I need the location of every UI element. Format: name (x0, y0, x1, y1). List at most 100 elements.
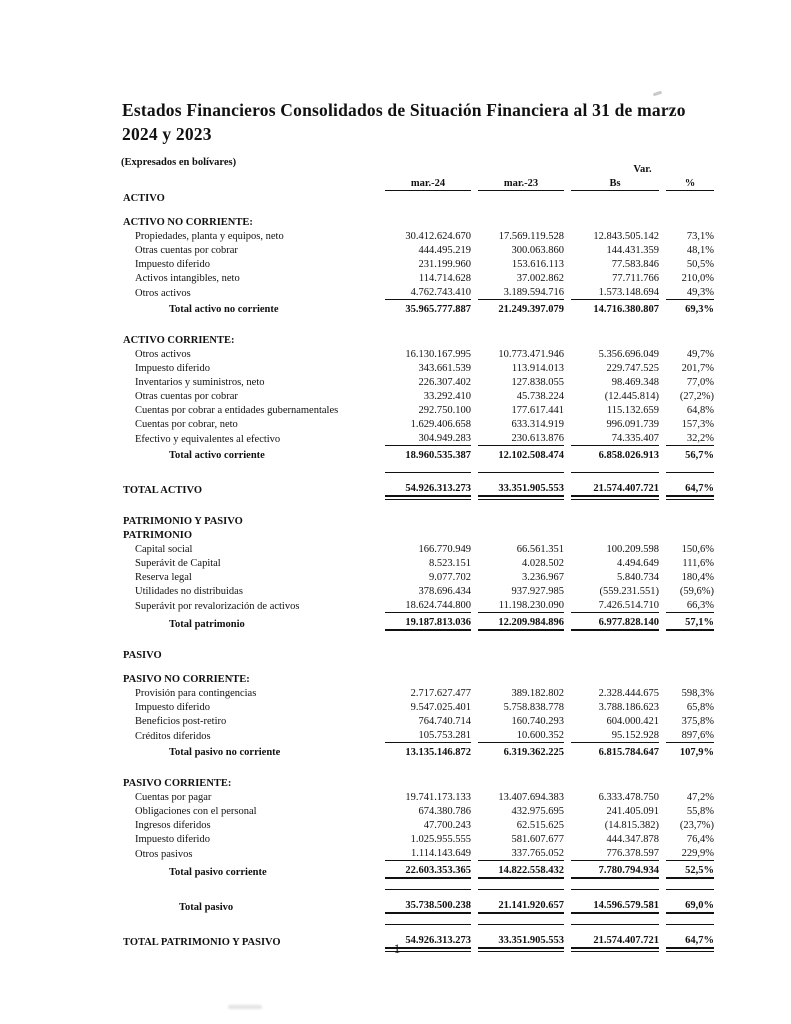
row-value: 65,8% (686, 701, 714, 713)
row-value: 4.762.743.410 (385, 285, 471, 300)
row-value: 18.624.744.800 (385, 598, 471, 613)
row-value: 764.740.714 (418, 715, 472, 727)
table-row: Ingresos diferidos 47.700.243 62.515.625 (1… (123, 818, 714, 832)
row-value: 17.569.119.528 (498, 230, 564, 242)
row-label: PATRIMONIO (123, 529, 193, 541)
row-value: 114.714.628 (418, 272, 471, 284)
row-value: 1.629.406.658 (410, 418, 471, 430)
row-value: 22.603.353.365 (385, 861, 471, 879)
row-value: 180,4% (681, 571, 714, 583)
row-value: 113.914.013 (511, 362, 564, 374)
table-row: Superávit por revalorización de activos 1… (123, 598, 714, 613)
row-label: ACTIVO NO CORRIENTE: (123, 216, 253, 228)
row-value: 30.412.624.670 (405, 230, 471, 242)
spacer-row (123, 662, 714, 672)
spacer-row (123, 316, 714, 333)
row-value: 16.130.167.995 (405, 348, 471, 360)
table-row: Otros activos 16.130.167.995 10.773.471.94… (123, 347, 714, 361)
financial-table-body: ACTIVO ACTIVO NO CORRIENTE: Propiedades, p… (123, 191, 714, 952)
row-value: 153.616.113 (511, 258, 564, 270)
spacer-cell (123, 497, 714, 514)
row-value: 581.607.677 (511, 833, 565, 845)
row-value: 66,3% (666, 598, 714, 613)
row-value: 4.028.502 (522, 557, 564, 569)
row-label: Provisión para contingencias (135, 687, 257, 699)
row-value: 98.469.348 (611, 376, 659, 388)
page-title: Estados Financieros Consolidados de Situ… (122, 99, 686, 144)
row-value: 9.077.702 (429, 571, 471, 583)
row-value: 14.822.558.432 (478, 861, 564, 879)
table-row: Impuesto diferido 343.661.539 113.914.013 2… (123, 361, 714, 375)
row-value (385, 333, 471, 347)
column-header-row: mar.-24 mar.-23 Bs % (123, 176, 714, 191)
table-row: Cuentas por cobrar a entidades gubername… (123, 403, 714, 417)
row-label: Superávit de Capital (135, 557, 221, 569)
row-label: Beneficios post-retiro (135, 715, 227, 727)
row-value: 201,7% (681, 362, 714, 374)
row-value (385, 191, 471, 205)
row-value: 54.926.313.273 (385, 924, 471, 952)
table-row: Total pasivo corriente 22.603.353.365 14.8… (123, 861, 714, 879)
row-label: Ingresos diferidos (135, 819, 211, 831)
table-row: TOTAL PATRIMONIO Y PASIVO 54.926.313.273 3… (123, 924, 714, 952)
table-row: TOTAL ACTIVO 54.926.313.273 33.351.905.553… (123, 472, 714, 500)
row-value: (14.815.382) (604, 819, 659, 831)
row-value: 105.753.281 (385, 728, 471, 743)
row-value: 32,2% (666, 431, 714, 446)
spacer-cell (123, 914, 714, 924)
row-value (478, 528, 564, 542)
row-value: 674.380.786 (418, 805, 472, 817)
row-value (666, 648, 714, 662)
spacer-cell (123, 205, 714, 215)
row-value: 35.965.777.887 (405, 303, 471, 315)
row-value (478, 648, 564, 662)
table-row: Créditos diferidos 105.753.281 10.600.352 9… (123, 728, 714, 743)
row-value (478, 672, 564, 686)
row-value: 776.378.597 (571, 846, 659, 861)
currency-note: (Expresados en bolívares) (121, 157, 237, 168)
spacer-cell (123, 462, 714, 472)
scan-artifact-icon (228, 1005, 262, 1009)
row-value: 177.617.441 (511, 404, 565, 416)
row-label: Otros pasivos (135, 848, 193, 860)
row-value: 343.661.539 (418, 362, 472, 374)
table-row: PASIVO NO CORRIENTE: (123, 672, 714, 686)
row-value: 76,4% (686, 833, 714, 845)
row-value (571, 648, 659, 662)
row-value (571, 776, 659, 790)
row-label: Impuesto diferido (135, 701, 210, 713)
row-value: 56,7% (685, 449, 714, 461)
row-value: 157,3% (681, 418, 714, 430)
row-value (478, 776, 564, 790)
spacer-cell (123, 759, 714, 776)
row-value: 52,5% (666, 861, 714, 879)
header-spacer-cell (123, 163, 378, 176)
row-label: Impuesto diferido (135, 833, 210, 845)
row-value: 19.187.813.036 (385, 613, 471, 631)
row-value (666, 333, 714, 347)
row-value: 604.000.421 (606, 715, 660, 727)
row-value: 73,1% (686, 230, 714, 242)
row-label: Cuentas por cobrar a entidades gubername… (135, 404, 339, 416)
row-value: (27,2%) (679, 390, 714, 402)
row-value: 100.209.598 (606, 543, 660, 555)
table-row: Impuesto diferido 1.025.955.555 581.607.67… (123, 832, 714, 846)
row-value: 5.758.838.778 (503, 701, 564, 713)
row-label: TOTAL ACTIVO (123, 484, 203, 496)
row-value (385, 776, 471, 790)
row-value: 33.351.905.553 (478, 472, 564, 500)
row-value (666, 528, 714, 542)
row-label: Otros activos (135, 348, 191, 360)
row-value: 21.249.397.079 (498, 303, 564, 315)
row-value: 21.141.920.657 (478, 889, 564, 914)
row-value: 10.600.352 (478, 728, 564, 743)
row-value: 77.583.846 (611, 258, 659, 270)
table-row: Otras cuentas por cobrar 444.495.219 300.0… (123, 243, 714, 257)
row-value: 6.333.478.750 (598, 791, 659, 803)
row-value: 12.209.984.896 (478, 613, 564, 631)
spacer-row (123, 879, 714, 889)
row-value: 4.494.649 (617, 557, 659, 569)
row-value: 8.523.151 (429, 557, 471, 569)
table-row: Otros activos 4.762.743.410 3.189.594.716 1… (123, 285, 714, 300)
